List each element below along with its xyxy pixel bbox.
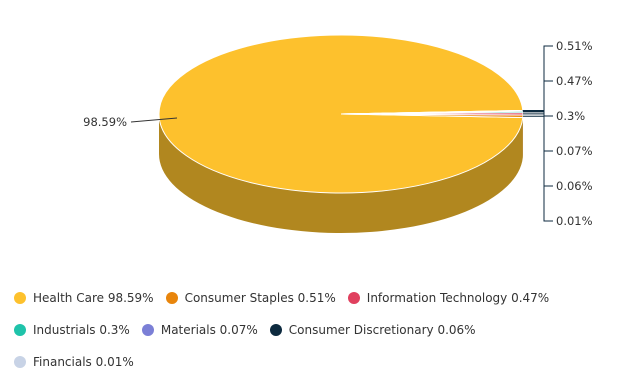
- legend-swatch: [14, 292, 26, 304]
- data-label-financials: 0.01%: [556, 214, 593, 228]
- data-label-industrials: 0.3%: [556, 109, 585, 123]
- legend-item-financials[interactable]: Financials 0.01%: [14, 354, 134, 370]
- legend-swatch: [14, 324, 26, 336]
- data-label-health-care: 98.59%: [83, 115, 127, 129]
- legend-label: Consumer Staples 0.51%: [185, 290, 336, 306]
- legend-item-consumer-staples[interactable]: Consumer Staples 0.51%: [166, 290, 336, 306]
- pie-chart: 98.59% 0.51% 0.47% 0.3% 0.07% 0.06% 0.01%: [0, 0, 620, 280]
- legend-label: Financials 0.01%: [33, 354, 134, 370]
- data-label-consumer-discretionary: 0.06%: [556, 179, 593, 193]
- pie-slices: [159, 35, 523, 193]
- legend-swatch: [348, 292, 360, 304]
- legend-row: Industrials 0.3% Materials 0.07% Consume…: [14, 322, 614, 338]
- legend-swatch: [270, 324, 282, 336]
- legend-item-materials[interactable]: Materials 0.07%: [142, 322, 258, 338]
- legend-swatch: [14, 356, 26, 368]
- data-label-consumer-staples: 0.51%: [556, 39, 593, 53]
- legend-label: Industrials 0.3%: [33, 322, 130, 338]
- legend-label: Consumer Discretionary 0.06%: [289, 322, 476, 338]
- data-label-connector: [523, 111, 553, 151]
- legend-label: Information Technology 0.47%: [367, 290, 549, 306]
- chart-legend: Health Care 98.59% Consumer Staples 0.51…: [14, 290, 614, 386]
- legend-item-consumer-discretionary[interactable]: Consumer Discretionary 0.06%: [270, 322, 476, 338]
- data-label-connector: [523, 81, 553, 114]
- legend-label: Materials 0.07%: [161, 322, 258, 338]
- legend-item-industrials[interactable]: Industrials 0.3%: [14, 322, 130, 338]
- legend-item-health-care[interactable]: Health Care 98.59%: [14, 290, 154, 306]
- data-label-connector: [523, 111, 553, 186]
- legend-row: Health Care 98.59% Consumer Staples 0.51…: [14, 290, 614, 306]
- legend-row: Financials 0.01%: [14, 354, 614, 370]
- legend-item-information-technology[interactable]: Information Technology 0.47%: [348, 290, 549, 306]
- data-label-information-technology: 0.47%: [556, 74, 593, 88]
- data-label-connector: [523, 111, 553, 221]
- data-label-materials: 0.07%: [556, 144, 593, 158]
- legend-swatch: [142, 324, 154, 336]
- legend-label: Health Care 98.59%: [33, 290, 154, 306]
- legend-swatch: [166, 292, 178, 304]
